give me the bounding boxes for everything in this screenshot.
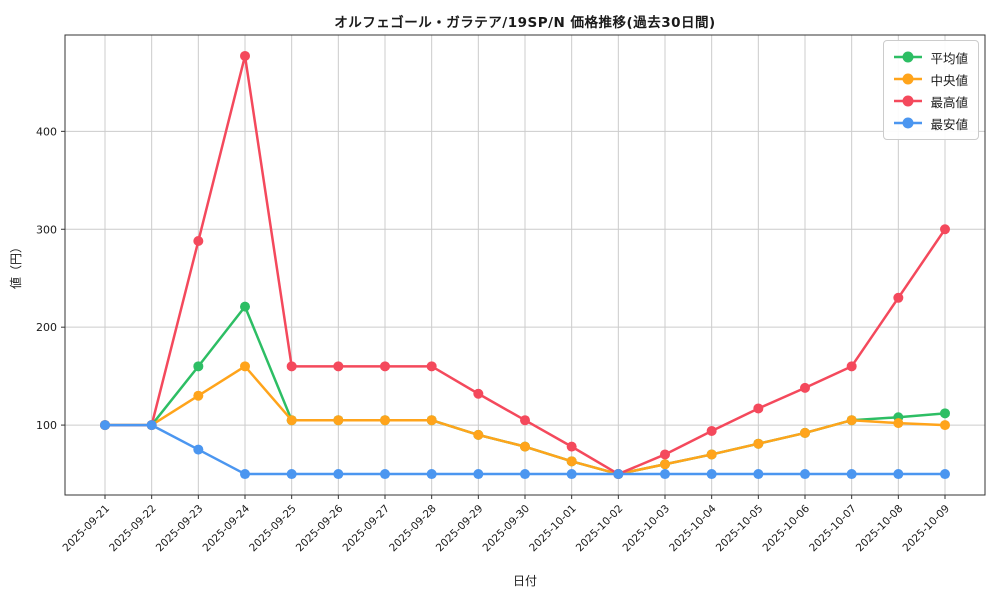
series-max-marker: [660, 449, 670, 460]
x-tick-label: 2025-10-02: [574, 503, 626, 555]
series-max-marker: [240, 50, 250, 61]
x-tick-label: 2025-10-07: [807, 503, 859, 555]
series-median-marker: [706, 449, 717, 460]
series-average-marker: [240, 301, 250, 312]
series-median-marker: [426, 415, 437, 426]
series-median-marker: [800, 427, 810, 438]
series-min-marker: [520, 469, 530, 480]
series-max-marker: [706, 425, 717, 436]
series-max-marker: [753, 403, 764, 414]
x-tick-label: 2025-09-22: [107, 503, 159, 555]
series-median-marker: [566, 456, 577, 467]
series-max-marker: [846, 361, 857, 372]
series-min-marker: [146, 420, 157, 431]
legend-label: 最高値: [930, 94, 968, 110]
y-axis-label: 値（円）: [9, 241, 23, 290]
series-min-marker: [706, 469, 717, 480]
chart-title: オルフェゴール・ガラテア/19SP/N 価格推移(過去30日間): [334, 15, 716, 31]
series-max-marker: [193, 236, 204, 247]
x-tick-label: 2025-10-05: [714, 503, 766, 555]
legend-marker-median-icon: [894, 73, 923, 85]
series-min-marker: [753, 469, 764, 480]
series-min-marker: [846, 469, 857, 480]
axes-border: [64, 34, 986, 496]
x-tick-label: 2025-09-30: [480, 503, 532, 555]
legend-label: 平均値: [930, 50, 968, 66]
x-tick-label: 2025-10-09: [900, 503, 952, 555]
x-tick-label: 2025-09-23: [154, 503, 206, 555]
series-min-marker: [893, 469, 904, 480]
series-min-marker: [613, 469, 624, 480]
series-median-marker: [893, 418, 904, 429]
x-tick-label: 2025-10-08: [854, 503, 906, 555]
series-median-marker: [846, 415, 857, 426]
series-max-marker: [380, 361, 390, 372]
series-min-marker: [333, 469, 344, 480]
x-tick-label: 2025-10-04: [667, 502, 719, 554]
x-tick-label: 2025-09-21: [60, 503, 112, 555]
series-median-marker: [753, 438, 764, 449]
series-max-marker: [800, 382, 810, 393]
series-min-marker: [286, 469, 297, 480]
series-median-marker: [333, 415, 344, 426]
legend-marker-average-icon: [894, 51, 923, 63]
series-max-marker: [566, 441, 577, 452]
series-max-marker: [286, 361, 297, 372]
legend-label: 中央値: [930, 72, 968, 88]
series-median-marker: [660, 459, 670, 470]
series-max-marker: [893, 292, 904, 303]
legend-item-min: 最安値: [893, 114, 968, 132]
legend-marker-max-icon: [894, 95, 923, 107]
series-median-marker: [520, 441, 530, 452]
series-min-marker: [566, 469, 577, 480]
x-tick-label: 2025-09-26: [294, 502, 346, 554]
series-min-marker: [240, 469, 250, 480]
series-min-marker: [380, 469, 390, 480]
x-tick-label: 2025-10-06: [760, 502, 812, 554]
series-max-marker: [940, 224, 950, 235]
legend-marker-min-icon: [894, 117, 923, 129]
series-max-marker: [473, 388, 484, 399]
series-min-marker: [193, 444, 204, 455]
series-min-marker: [660, 469, 670, 480]
series-max-marker: [520, 415, 530, 426]
y-tick-label: 400: [36, 125, 57, 138]
series-median-marker: [193, 390, 204, 401]
series-min-marker: [940, 469, 950, 480]
legend-item-average: 平均値: [893, 48, 968, 66]
series-median-marker: [380, 415, 390, 426]
y-tick-label: 100: [36, 419, 57, 432]
series-max-marker: [333, 361, 344, 372]
series-min-marker: [473, 469, 484, 480]
x-tick-label: 2025-09-25: [247, 503, 299, 555]
series-min-marker: [800, 469, 810, 480]
legend: 平均値中央値最高値最安値: [883, 40, 979, 140]
series-median-marker: [940, 420, 950, 431]
x-tick-label: 2025-09-24: [200, 502, 252, 554]
x-tick-label: 2025-10-01: [527, 503, 579, 555]
series-min: [100, 420, 950, 480]
x-axis-label: 日付: [512, 574, 537, 588]
x-tick-label: 2025-10-03: [620, 503, 672, 555]
legend-label: 最安値: [930, 116, 968, 132]
gridlines: [65, 35, 985, 495]
x-tick-label: 2025-09-27: [340, 503, 392, 555]
x-tick-label: 2025-09-28: [387, 503, 439, 555]
series-min-marker: [100, 420, 110, 431]
series-median-marker: [240, 361, 250, 372]
legend-item-max: 最高値: [893, 92, 968, 110]
y-tick-label: 200: [36, 321, 57, 334]
series-median-marker: [286, 415, 297, 426]
series-average-marker: [193, 361, 204, 372]
series-average-marker: [940, 408, 950, 419]
series-max-marker: [426, 361, 437, 372]
x-tick-label: 2025-09-29: [434, 503, 486, 555]
y-tick-label: 300: [36, 223, 57, 236]
legend-item-median: 中央値: [893, 70, 968, 88]
series-min-marker: [426, 469, 437, 480]
series-median-marker: [473, 429, 484, 440]
